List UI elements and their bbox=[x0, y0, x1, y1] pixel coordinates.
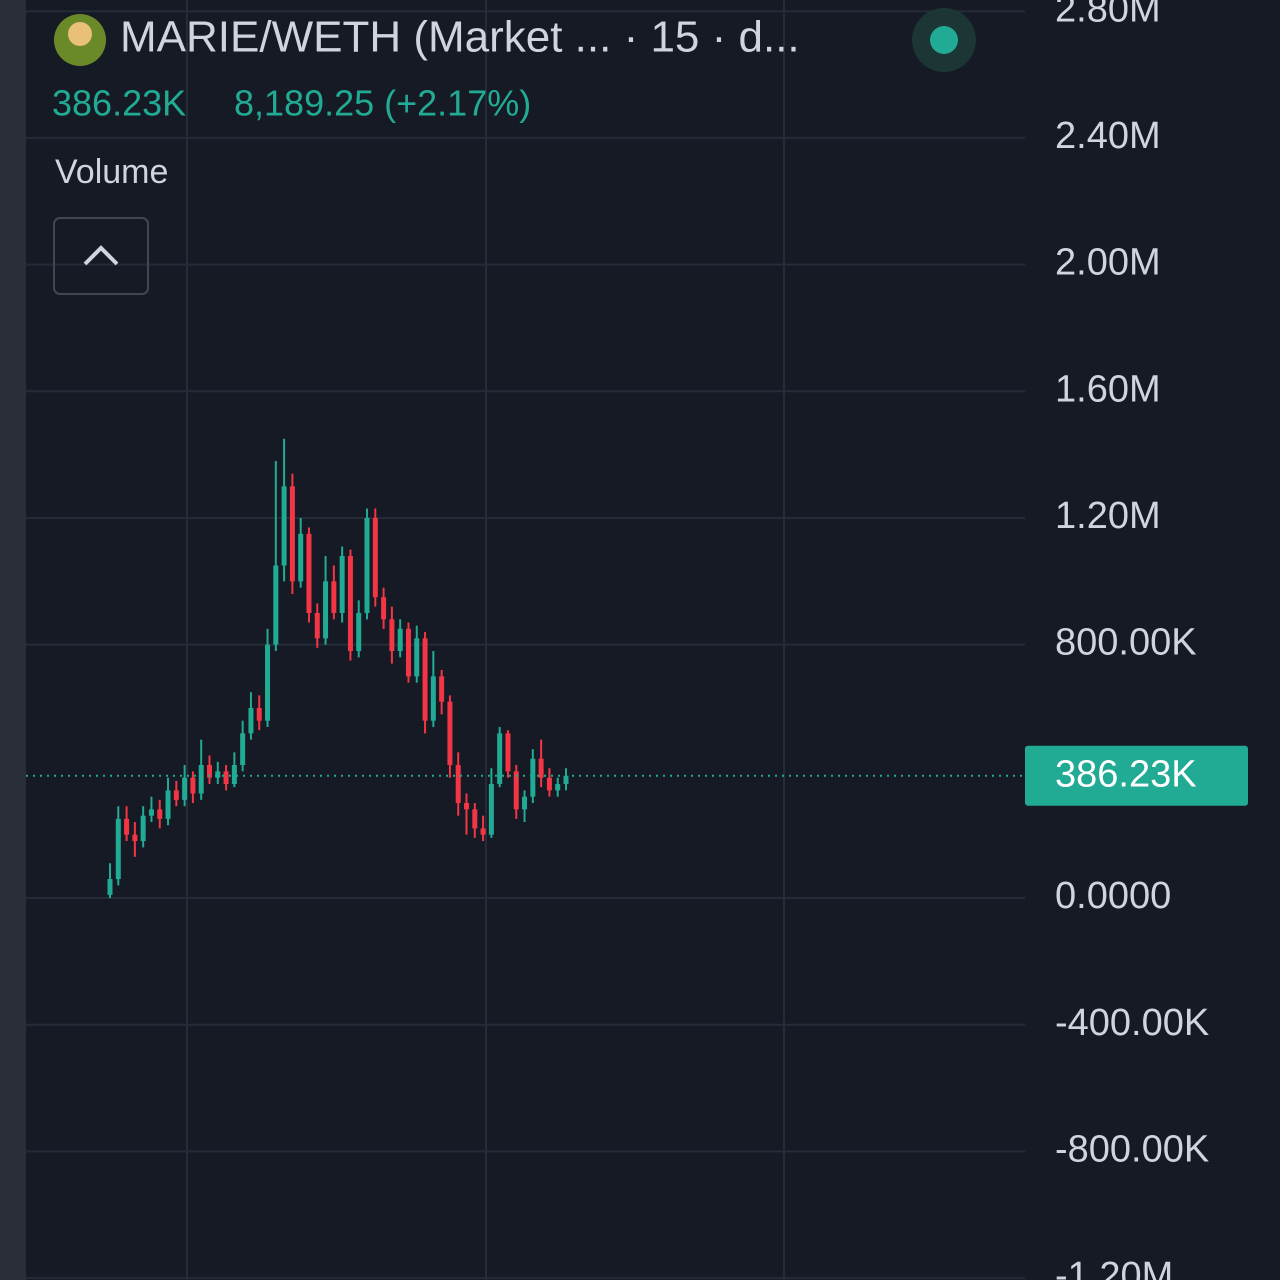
candle-body bbox=[414, 638, 420, 677]
y-tick-label: -1.20M bbox=[1055, 1255, 1173, 1280]
candle-body bbox=[397, 628, 403, 652]
candle-body bbox=[306, 533, 312, 614]
candle-body bbox=[455, 765, 461, 804]
candle-body bbox=[165, 790, 171, 819]
candle-body bbox=[364, 517, 370, 614]
y-tick-label: 800.00K bbox=[1055, 622, 1197, 664]
chevron-icon bbox=[83, 245, 119, 266]
candle-body bbox=[182, 777, 188, 800]
candle-body bbox=[464, 803, 470, 810]
candle-body bbox=[314, 613, 320, 639]
y-tick-label: 1.60M bbox=[1055, 368, 1161, 410]
y-tick-label: -400.00K bbox=[1055, 1002, 1209, 1044]
candle-body bbox=[140, 815, 146, 842]
plot bbox=[26, 10, 1025, 1280]
candle-body bbox=[563, 775, 569, 785]
status-dot bbox=[930, 26, 958, 54]
candle-body bbox=[132, 834, 138, 842]
candle-body bbox=[472, 809, 478, 829]
candle-body bbox=[447, 701, 453, 766]
candle-body bbox=[505, 733, 511, 772]
last-price-tag bbox=[1025, 745, 1248, 806]
candle-body bbox=[206, 765, 212, 778]
candle-body bbox=[190, 777, 196, 794]
candle-body bbox=[372, 517, 378, 598]
candle-body bbox=[439, 676, 445, 702]
candle-body bbox=[347, 555, 353, 652]
y-tick-label: 2.80M bbox=[1055, 0, 1161, 30]
candle-body bbox=[513, 771, 519, 810]
candle-body bbox=[273, 565, 279, 645]
candle-body bbox=[173, 790, 179, 800]
candle-body bbox=[198, 765, 204, 794]
candle-body bbox=[339, 555, 345, 614]
last-price-tag-label: 386.23K bbox=[1055, 754, 1197, 796]
chart-title: MARIE/WETH (Market ... · 15 · d... bbox=[120, 13, 800, 62]
candle-body bbox=[497, 733, 503, 785]
candle-body bbox=[323, 581, 329, 639]
candle-body bbox=[422, 638, 428, 721]
collapse-button[interactable] bbox=[53, 217, 149, 295]
y-tick-label: -800.00K bbox=[1055, 1128, 1209, 1170]
candle-body bbox=[157, 809, 163, 819]
candle-body bbox=[115, 818, 121, 880]
side-strip bbox=[0, 0, 26, 1280]
candle-body bbox=[215, 771, 221, 778]
candle-body bbox=[231, 765, 237, 785]
candle-body bbox=[488, 784, 494, 835]
candle-body bbox=[555, 784, 561, 791]
indicator-label: Volume bbox=[55, 153, 168, 191]
candle-body bbox=[522, 796, 528, 810]
y-tick-label: 2.00M bbox=[1055, 242, 1161, 284]
candle-body bbox=[430, 676, 436, 721]
candle-body bbox=[107, 879, 113, 895]
candle-body bbox=[356, 613, 362, 652]
y-tick-label: 2.40M bbox=[1055, 115, 1161, 157]
candle-body bbox=[248, 708, 254, 734]
candle-body bbox=[289, 486, 295, 582]
candle-body bbox=[223, 771, 229, 785]
y-tick-label: 0.0000 bbox=[1055, 875, 1171, 917]
candle-body bbox=[405, 628, 411, 677]
candle-body bbox=[240, 733, 246, 766]
candle-body bbox=[530, 758, 536, 797]
candle-body bbox=[265, 644, 271, 721]
candle-body bbox=[389, 619, 395, 652]
candle-body bbox=[124, 818, 130, 835]
candle-body bbox=[538, 758, 544, 778]
candle-body bbox=[298, 533, 304, 582]
price-change: 8,189.25 (+2.17%) bbox=[234, 83, 531, 124]
y-tick-label: 1.20M bbox=[1055, 495, 1161, 537]
candle-body bbox=[281, 486, 287, 566]
token-icon-face bbox=[68, 22, 92, 46]
candle-body bbox=[331, 581, 337, 614]
candle-body bbox=[381, 597, 387, 620]
last-price: 386.23K bbox=[52, 83, 186, 124]
candle-body bbox=[256, 708, 262, 721]
candle-body bbox=[480, 828, 486, 835]
candle-body bbox=[546, 777, 552, 791]
candle-body bbox=[148, 809, 154, 816]
